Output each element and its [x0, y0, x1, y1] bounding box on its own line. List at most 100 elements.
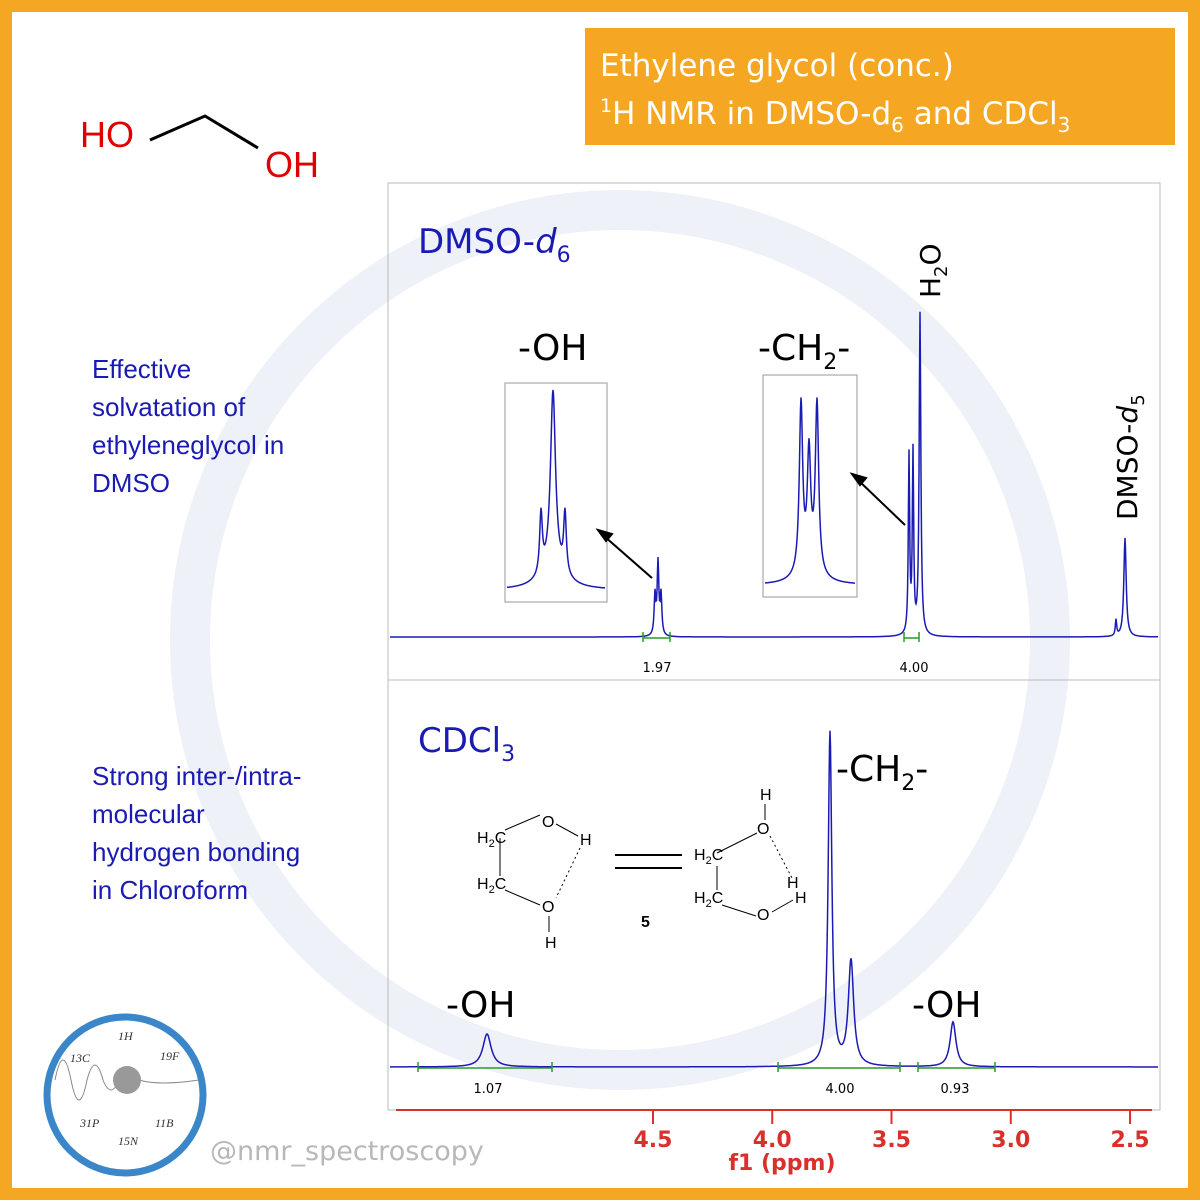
text: d — [535, 222, 557, 262]
x-tick-label: 4.0 — [753, 1128, 792, 1153]
peak-label: -OH — [518, 328, 587, 369]
peak-label: DMSO-d5 — [1111, 394, 1149, 520]
x-tick-label: 2.5 — [1111, 1128, 1150, 1153]
bond — [504, 814, 541, 831]
peak-label: H2O — [914, 243, 952, 298]
sup: 1 — [600, 95, 612, 117]
atom: H — [580, 832, 592, 849]
note-line: in Chloroform — [92, 875, 248, 905]
structure: H2C H2C O H O H 5 H2C H2C H O O H H — [477, 787, 807, 952]
arrow — [857, 479, 906, 526]
t: C — [495, 876, 507, 893]
bond — [149, 114, 259, 150]
bond — [771, 899, 794, 913]
sub: 2 — [931, 265, 952, 276]
logo-text: 13C — [70, 1051, 91, 1065]
t: 2 — [706, 855, 712, 867]
bond — [721, 904, 757, 917]
peak-label: -OH — [446, 985, 515, 1026]
text: CDCl — [418, 721, 501, 761]
title-box — [585, 28, 1175, 145]
text: -CH — [758, 328, 823, 369]
t: 2 — [706, 898, 712, 910]
atom: O — [542, 814, 554, 831]
inset-box — [504, 382, 608, 603]
text: O — [914, 243, 947, 265]
integral-label: 1.07 — [474, 1082, 503, 1097]
watermark-ring — [170, 190, 1070, 1090]
note-line: DMSO — [92, 468, 170, 498]
integral-bar — [417, 1062, 553, 1072]
sub: 3 — [501, 742, 515, 767]
text: H NMR in DMSO-d — [612, 96, 891, 132]
note-line: Strong inter-/intra- — [92, 761, 302, 791]
atom: O — [542, 899, 554, 916]
t: H — [477, 830, 489, 847]
t: H — [477, 876, 489, 893]
atom: H — [760, 787, 772, 804]
logo-dot — [113, 1066, 141, 1094]
text: -CH — [836, 749, 901, 790]
bond — [504, 889, 541, 906]
t: 2 — [489, 884, 495, 896]
solvent-label: DMSO-d6 — [418, 222, 571, 268]
title: Ethylene glycol (conc.) — [600, 48, 954, 84]
t: H — [694, 890, 706, 907]
solvent-label: CDCl3 — [418, 721, 515, 767]
t: H — [694, 847, 706, 864]
text: d — [1111, 406, 1144, 424]
text: DMSO- — [418, 222, 535, 262]
atom: H2C — [477, 876, 506, 896]
note: Effective solvatation of ethyleneglycol … — [92, 354, 302, 905]
bond — [716, 832, 758, 854]
inset-box — [762, 374, 858, 598]
arrow-head — [849, 472, 868, 487]
integral-bar — [642, 632, 671, 642]
arrows — [595, 472, 906, 579]
sub: 5 — [1128, 394, 1149, 405]
logo-text: 1H — [118, 1029, 134, 1043]
t: 2 — [489, 838, 495, 850]
t: C — [712, 890, 724, 907]
integral-bar — [917, 1062, 996, 1072]
note-line: solvatation of — [92, 392, 246, 422]
arrow — [603, 535, 653, 579]
text: - — [915, 749, 928, 790]
integral-label: 4.00 — [826, 1082, 855, 1097]
x-tick-label: 4.5 — [633, 1128, 672, 1153]
sub: 3 — [1058, 113, 1071, 137]
x-axis: 4.5 4.0 3.5 3.0 2.5 — [396, 1109, 1152, 1153]
sub: 6 — [557, 243, 571, 268]
atom: H2C — [694, 890, 723, 910]
spectra — [390, 311, 1158, 1072]
text: DMSO- — [1111, 424, 1144, 520]
integral-bar — [777, 1062, 901, 1072]
subtitle: 1H NMR in DMSO-d6 and CDCl3 — [600, 95, 1070, 137]
x-axis-title: f1 (ppm) — [728, 1151, 835, 1176]
peak-label: -OH — [912, 985, 981, 1026]
peak-label: -CH2- — [758, 328, 850, 375]
note-line: hydrogen bonding — [92, 837, 300, 867]
note-line: Effective — [92, 354, 191, 384]
sub: 2 — [823, 350, 837, 375]
inset-spectrum — [506, 389, 605, 589]
integral-bar — [903, 632, 920, 642]
atom: O — [757, 907, 769, 924]
atom: H — [795, 890, 807, 907]
sub: 6 — [891, 113, 904, 137]
x-tick-label: 3.0 — [991, 1128, 1030, 1153]
integral-label: 1.97 — [643, 661, 672, 676]
atom-label: OH — [265, 144, 319, 185]
atom: H — [545, 935, 557, 952]
arrow-head — [595, 528, 614, 543]
note-line: molecular — [92, 799, 205, 829]
logo-ring — [43, 1013, 207, 1177]
integral-label: 0.93 — [941, 1082, 970, 1097]
spectrum — [390, 311, 1158, 638]
text: - — [837, 328, 850, 369]
atom: O — [757, 821, 769, 838]
logo-text: 11B — [155, 1116, 174, 1130]
logo-text: 15N — [118, 1134, 139, 1148]
